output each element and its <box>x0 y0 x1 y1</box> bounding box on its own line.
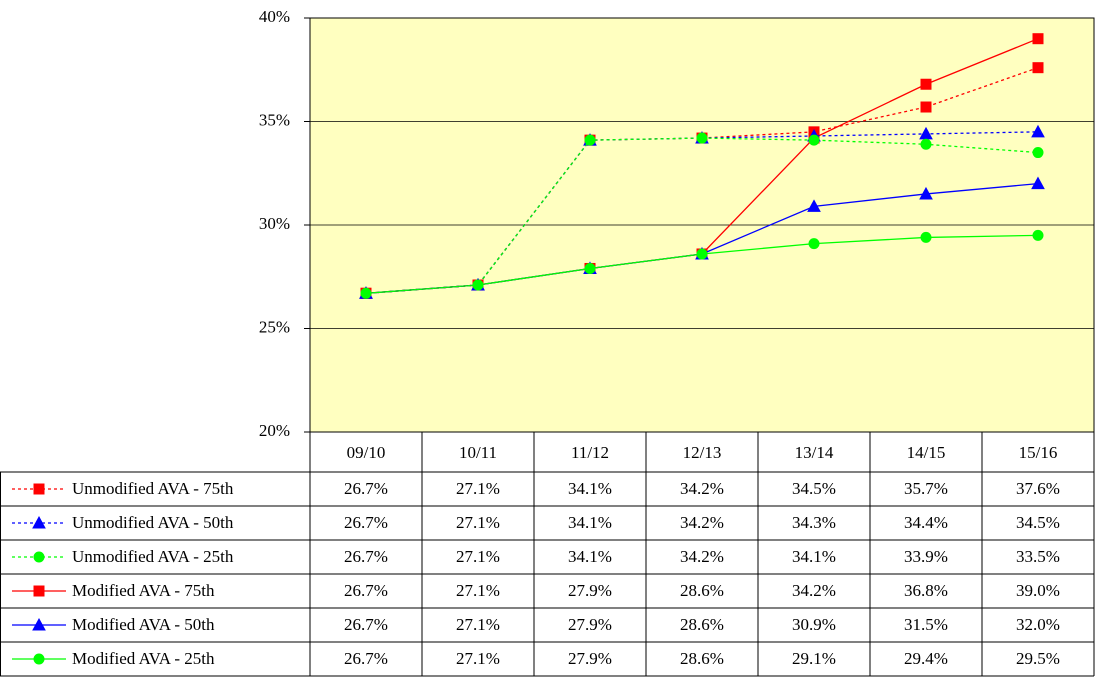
table-cell: 26.7% <box>344 513 388 532</box>
table-cell: 29.4% <box>904 649 948 668</box>
table-cell: 26.7% <box>344 479 388 498</box>
table-cell: 27.1% <box>456 513 500 532</box>
table-cell: 34.1% <box>568 479 612 498</box>
table-cell: 26.7% <box>344 547 388 566</box>
marker <box>920 78 932 90</box>
table-cell: 27.1% <box>456 649 500 668</box>
marker <box>1032 229 1044 241</box>
marker <box>33 585 45 597</box>
table-cell: 34.1% <box>792 547 836 566</box>
table-cell: 28.6% <box>680 615 724 634</box>
table-cell: 34.5% <box>792 479 836 498</box>
legend-label: Unmodified AVA - 25th <box>72 547 234 566</box>
marker <box>33 551 45 563</box>
x-tick-label: 13/14 <box>795 443 834 462</box>
x-tick-label: 14/15 <box>907 443 946 462</box>
table-cell: 37.6% <box>1016 479 1060 498</box>
marker <box>919 186 933 200</box>
marker <box>32 515 46 529</box>
table-cell: 34.2% <box>680 479 724 498</box>
table-cell: 30.9% <box>792 615 836 634</box>
table-cell: 29.5% <box>1016 649 1060 668</box>
table-cell: 26.7% <box>344 649 388 668</box>
legend-label: Unmodified AVA - 50th <box>72 513 234 532</box>
marker <box>1031 176 1045 190</box>
marker <box>360 287 372 299</box>
marker <box>33 653 45 665</box>
table-cell: 39.0% <box>1016 581 1060 600</box>
table-cell: 34.3% <box>792 513 836 532</box>
table-cell: 27.9% <box>568 615 612 634</box>
table-cell: 33.5% <box>1016 547 1060 566</box>
table-cell: 28.6% <box>680 581 724 600</box>
marker <box>472 279 484 291</box>
marker <box>1032 147 1044 159</box>
table-cell: 33.9% <box>904 547 948 566</box>
x-tick-label: 09/10 <box>347 443 386 462</box>
table-cell: 35.7% <box>904 479 948 498</box>
y-tick-label: 20% <box>259 421 290 440</box>
legend-label: Modified AVA - 50th <box>72 615 215 634</box>
marker <box>32 617 46 631</box>
table-cell: 26.7% <box>344 581 388 600</box>
table-cell: 34.2% <box>680 547 724 566</box>
marker <box>1031 124 1045 138</box>
table-cell: 27.1% <box>456 581 500 600</box>
table-cell: 34.2% <box>680 513 724 532</box>
y-tick-label: 40% <box>259 7 290 26</box>
marker <box>920 101 932 113</box>
table-cell: 29.1% <box>792 649 836 668</box>
y-tick-label: 30% <box>259 214 290 233</box>
table-cell: 34.1% <box>568 547 612 566</box>
table-cell: 34.4% <box>904 513 948 532</box>
legend-label: Modified AVA - 25th <box>72 649 215 668</box>
table-cell: 31.5% <box>904 615 948 634</box>
marker <box>1032 62 1044 74</box>
marker <box>807 199 821 212</box>
table-cell: 27.1% <box>456 615 500 634</box>
table-cell: 34.5% <box>1016 513 1060 532</box>
table-cell: 27.1% <box>456 547 500 566</box>
table-cell: 27.9% <box>568 649 612 668</box>
table-cell: 27.9% <box>568 581 612 600</box>
marker <box>584 262 596 274</box>
table-cell: 36.8% <box>904 581 948 600</box>
marker <box>808 238 820 250</box>
marker <box>808 134 820 146</box>
y-tick-label: 35% <box>259 110 290 129</box>
marker <box>696 248 708 260</box>
marker <box>584 134 596 146</box>
marker <box>696 132 708 144</box>
x-tick-label: 15/16 <box>1019 443 1058 462</box>
marker <box>920 231 932 243</box>
legend-label: Unmodified AVA - 75th <box>72 479 234 498</box>
y-tick-label: 25% <box>259 317 290 336</box>
marker <box>920 138 932 150</box>
marker <box>1032 33 1044 45</box>
x-tick-label: 10/11 <box>459 443 497 462</box>
marker <box>33 483 45 495</box>
x-tick-label: 12/13 <box>683 443 722 462</box>
table-cell: 27.1% <box>456 479 500 498</box>
legend-label: Modified AVA - 75th <box>72 581 215 600</box>
table-cell: 28.6% <box>680 649 724 668</box>
table-cell: 26.7% <box>344 615 388 634</box>
x-tick-label: 11/12 <box>571 443 609 462</box>
table-cell: 34.1% <box>568 513 612 532</box>
table-cell: 32.0% <box>1016 615 1060 634</box>
table-cell: 34.2% <box>792 581 836 600</box>
